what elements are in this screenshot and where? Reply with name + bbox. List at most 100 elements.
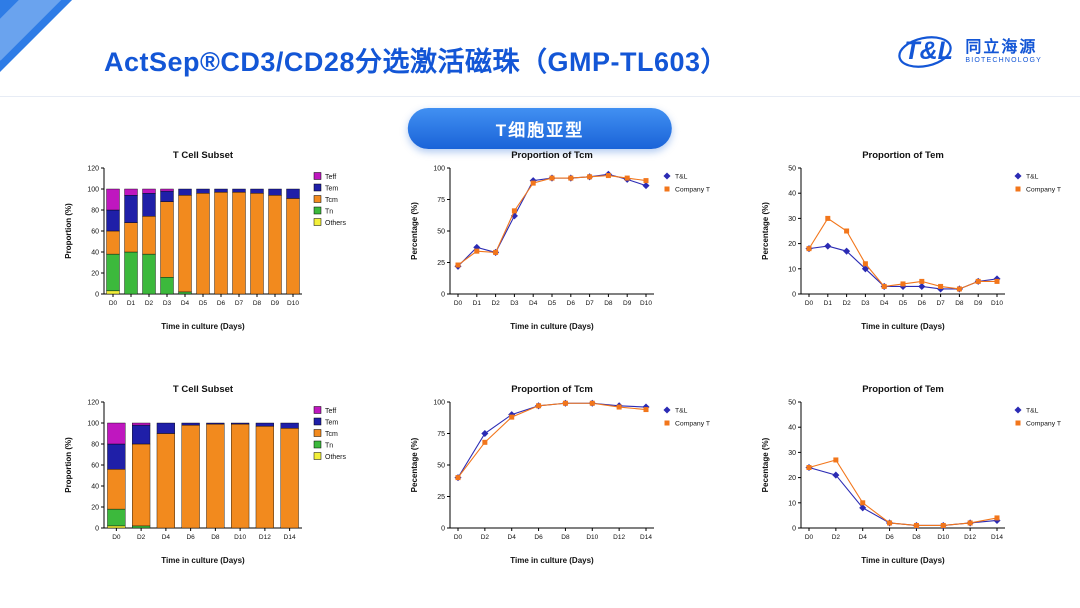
svg-text:75: 75 <box>437 197 445 204</box>
svg-text:0: 0 <box>792 526 796 533</box>
svg-text:20: 20 <box>91 505 99 512</box>
logo-company-cn: 同立海源 <box>965 38 1038 56</box>
svg-text:Time in culture (Days): Time in culture (Days) <box>161 322 245 331</box>
svg-text:D9: D9 <box>974 300 983 307</box>
svg-text:D8: D8 <box>912 534 921 541</box>
svg-text:Time in culture (Days): Time in culture (Days) <box>161 556 245 565</box>
page-title: ActSep®CD3/CD28分选激活磁珠（GMP-TL603） <box>104 47 728 77</box>
svg-text:10: 10 <box>788 266 796 273</box>
svg-text:D3: D3 <box>861 300 870 307</box>
svg-text:Company T: Company T <box>675 421 710 428</box>
svg-text:D10: D10 <box>287 300 299 307</box>
svg-text:Proportion (%): Proportion (%) <box>64 437 73 493</box>
svg-text:50: 50 <box>437 229 445 236</box>
svg-text:Time in culture (Days): Time in culture (Days) <box>861 556 945 565</box>
svg-text:D3: D3 <box>163 300 172 307</box>
svg-text:D8: D8 <box>561 534 570 541</box>
svg-text:120: 120 <box>87 400 99 407</box>
svg-text:D2: D2 <box>481 534 490 541</box>
svg-text:T&L: T&L <box>1026 174 1039 181</box>
svg-text:D10: D10 <box>640 300 652 307</box>
svg-text:D6: D6 <box>186 534 195 541</box>
svg-text:D10: D10 <box>234 534 246 541</box>
svg-text:D7: D7 <box>936 300 945 307</box>
svg-text:Percentage (%): Percentage (%) <box>761 202 770 260</box>
section-badge: T细胞亚型 <box>407 108 673 149</box>
svg-text:20: 20 <box>788 241 796 248</box>
svg-text:T&L: T&L <box>675 174 688 181</box>
chart-proportion-tem-bottom: Proportion of Tem 0 10 20 30 40 50 D0 D2 D4 D6 D8 D1… <box>757 380 1080 570</box>
proportion-tcm-top-canvas: Proportion of Tcm 0 25 50 75 100 D0 D1 D2 D3 D4 D5 D… <box>410 150 710 331</box>
svg-text:D12: D12 <box>259 534 271 541</box>
svg-text:D14: D14 <box>991 534 1003 541</box>
svg-text:D8: D8 <box>253 300 262 307</box>
svg-text:40: 40 <box>91 484 99 491</box>
company-logo: T&L 同立海源 BIOTECHNOLOGY <box>898 30 1042 74</box>
svg-text:Tn: Tn <box>325 209 333 216</box>
svg-text:D6: D6 <box>918 300 927 307</box>
svg-text:Pecentage (%): Pecentage (%) <box>410 437 419 492</box>
svg-text:D12: D12 <box>613 534 625 541</box>
svg-text:T Cell Subset: T Cell Subset <box>173 384 234 395</box>
svg-text:0: 0 <box>95 292 99 299</box>
t-cell-subset-top-canvas: T Cell Subset 0 20 40 60 80 100 120 D0 D1 D2 D3 D4 D5… <box>64 150 347 331</box>
svg-text:80: 80 <box>91 208 99 215</box>
svg-text:D12: D12 <box>964 534 976 541</box>
svg-text:D1: D1 <box>127 300 136 307</box>
svg-text:Tcm: Tcm <box>325 197 338 204</box>
svg-text:D4: D4 <box>880 300 889 307</box>
svg-text:D2: D2 <box>842 300 851 307</box>
svg-text:Company T: Company T <box>1026 421 1061 428</box>
svg-text:D6: D6 <box>885 534 894 541</box>
svg-text:D4: D4 <box>162 534 171 541</box>
svg-text:Time in culture (Days): Time in culture (Days) <box>510 322 594 331</box>
svg-text:D9: D9 <box>623 300 632 307</box>
svg-text:40: 40 <box>788 191 796 198</box>
chart-proportion-tcm-bottom: Proportion of Tcm 0 25 50 75 100 D0 D2 D4 D6 D8 D10… <box>406 380 736 570</box>
svg-text:D2: D2 <box>137 534 146 541</box>
svg-text:Proportion of Tcm: Proportion of Tcm <box>511 384 593 395</box>
svg-text:D1: D1 <box>824 300 833 307</box>
header-divider <box>0 96 1080 97</box>
svg-text:25: 25 <box>437 260 445 267</box>
svg-text:80: 80 <box>91 442 99 449</box>
charts-grid: T Cell Subset 0 20 40 60 80 100 120 D0 D1 D2 D3 D4 D5… <box>60 146 1080 570</box>
svg-text:D0: D0 <box>454 534 463 541</box>
svg-text:50: 50 <box>437 463 445 470</box>
svg-text:75: 75 <box>437 431 445 438</box>
svg-text:20: 20 <box>788 475 796 482</box>
proportion-tem-top-canvas: Proportion of Tem 0 10 20 30 40 50 D0 D1 D2 D3 D4 D5… <box>761 150 1061 331</box>
logo-swoosh-icon <box>898 36 953 68</box>
svg-text:D0: D0 <box>109 300 118 307</box>
logo-company-en: BIOTECHNOLOGY <box>965 57 1042 65</box>
svg-text:Tem: Tem <box>325 420 338 427</box>
svg-text:D6: D6 <box>534 534 543 541</box>
svg-text:20: 20 <box>91 271 99 278</box>
svg-text:60: 60 <box>91 229 99 236</box>
svg-text:D2: D2 <box>491 300 500 307</box>
svg-text:D7: D7 <box>235 300 244 307</box>
svg-text:D4: D4 <box>529 300 538 307</box>
svg-text:D10: D10 <box>937 534 949 541</box>
svg-text:D10: D10 <box>586 534 598 541</box>
svg-text:D0: D0 <box>805 534 814 541</box>
svg-text:T Cell Subset: T Cell Subset <box>173 150 234 161</box>
svg-text:D5: D5 <box>899 300 908 307</box>
svg-text:D4: D4 <box>181 300 190 307</box>
svg-text:Tcm: Tcm <box>325 431 338 438</box>
svg-text:Time in culture (Days): Time in culture (Days) <box>510 556 594 565</box>
svg-text:0: 0 <box>441 292 445 299</box>
svg-text:30: 30 <box>788 216 796 223</box>
t-cell-subset-bottom-canvas: T Cell Subset 0 20 40 60 80 100 120 D0 D2 D4 D6 D8 D1… <box>64 384 347 565</box>
svg-text:100: 100 <box>87 187 99 194</box>
svg-text:D10: D10 <box>991 300 1003 307</box>
svg-text:30: 30 <box>788 450 796 457</box>
svg-text:Teff: Teff <box>325 174 336 181</box>
svg-text:Proportion of Tcm: Proportion of Tcm <box>511 150 593 161</box>
svg-text:Others: Others <box>325 454 347 461</box>
svg-text:120: 120 <box>87 166 99 173</box>
svg-text:10: 10 <box>788 500 796 507</box>
svg-text:Proportion (%): Proportion (%) <box>64 203 73 259</box>
chart-proportion-tcm-top: Proportion of Tcm 0 25 50 75 100 D0 D1 D2 D3 D4 D5 D… <box>406 146 736 336</box>
